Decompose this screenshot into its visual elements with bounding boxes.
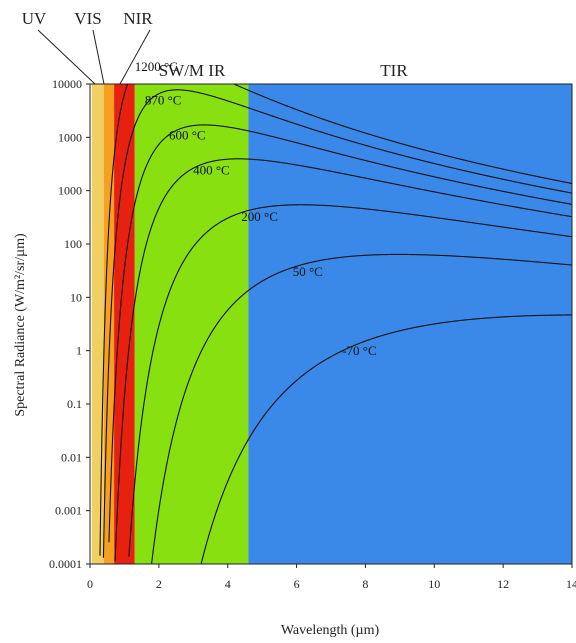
x-tick-label: 10 — [428, 577, 440, 591]
y-tick-label: 0.001 — [55, 504, 82, 518]
vis-leader-line — [92, 29, 105, 85]
nir-leader-line — [119, 29, 151, 85]
curve-400 — [114, 158, 572, 562]
y-tick-label: 1000 — [58, 184, 82, 198]
curve-label-1200: 1200 °C — [135, 59, 178, 74]
x-tick-label: 2 — [156, 577, 162, 591]
spectral-bands — [91, 84, 572, 564]
y-tick-label: 1000 — [58, 130, 82, 144]
band-tir — [248, 84, 572, 564]
band-label-tir: TIR — [380, 61, 408, 80]
y-tick-label: 10 — [70, 290, 82, 304]
band-label-swmir: SW/M IR — [159, 61, 226, 80]
x-tick-label: 12 — [497, 577, 509, 591]
y-tick-label: 1 — [76, 344, 82, 358]
band-label-vis: VIS — [74, 9, 101, 28]
x-tick-label: 4 — [225, 577, 231, 591]
y-axis-title: Spectral Radiance (W/m²/sr/µm) — [13, 233, 28, 417]
curve-600 — [108, 124, 572, 543]
x-axis-title: Wavelength (µm) — [281, 623, 380, 638]
curve-50 — [151, 253, 572, 564]
curve-label--70: -70 °C — [342, 343, 376, 358]
curve-label-400: 400 °C — [193, 162, 230, 177]
y-tick-label: 100 — [64, 237, 82, 251]
x-tick-label: 0 — [87, 577, 93, 591]
x-tick-label: 8 — [362, 577, 368, 591]
axes: 0 2 4 6 8 10 12 14 10000 1000 1000 100 10 1 0.1 0.01 0.0… — [49, 77, 576, 591]
band-uv — [91, 84, 104, 564]
x-tick-label: 14 — [566, 577, 576, 591]
curve-200 — [128, 204, 572, 557]
curve-870 — [102, 89, 572, 558]
y-tick-label: 0.01 — [61, 450, 82, 464]
curve-label-50: 50 °C — [293, 264, 323, 279]
uv-leader-line — [37, 29, 96, 85]
y-tick-label: 10000 — [52, 77, 82, 91]
curve-label-600: 600 °C — [169, 128, 206, 143]
curve-label-870: 870 °C — [145, 92, 182, 107]
curve-label-200: 200 °C — [241, 209, 278, 224]
x-tick-label: 6 — [294, 577, 300, 591]
plot-frame — [89, 83, 573, 565]
band-label-uv: UV — [22, 9, 47, 28]
band-swmir — [134, 84, 249, 564]
y-tick-label: 0.1 — [67, 397, 82, 411]
band-label-nir: NIR — [123, 9, 153, 28]
y-tick-label: 0.0001 — [49, 557, 82, 571]
band-vis — [103, 84, 115, 564]
curve--70 — [200, 314, 572, 564]
